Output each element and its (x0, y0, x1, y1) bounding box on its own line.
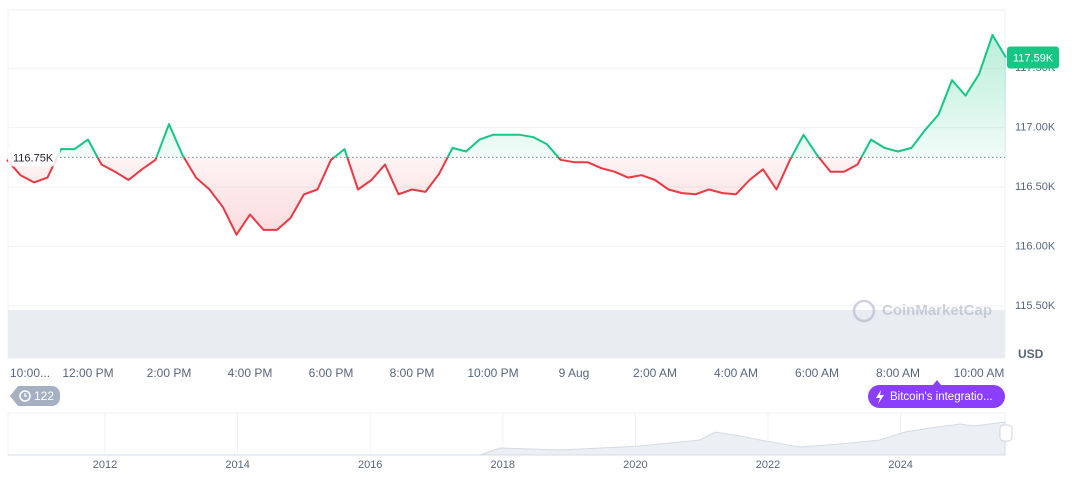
x-tick-label: 10:00 PM (467, 366, 518, 380)
y-unit: USD (1018, 347, 1044, 361)
navigator-label: 2014 (225, 459, 249, 471)
plot: 116.75K 117.59K (6, 34, 1059, 236)
navigator-label: 2020 (623, 459, 647, 471)
baseline-label: 116.75K (13, 152, 54, 164)
x-tick-label: 10:00 AM (954, 366, 1005, 380)
y-tick-label: 115.50K (1015, 300, 1056, 312)
event-pill (868, 385, 1005, 408)
bolt-icon (876, 390, 884, 404)
alerts-count: 122 (34, 389, 54, 403)
price-line (6, 34, 1007, 236)
navigator-label: 2016 (358, 459, 382, 471)
event-badge[interactable]: Bitcoin's integratio... (868, 380, 1005, 408)
x-tick-label: 9 Aug (559, 366, 590, 380)
watermark: CoinMarketCap (852, 299, 992, 323)
navigator: 2012 2014 2016 2018 2020 2022 2024 (93, 413, 913, 471)
x-tick-label: 4:00 PM (228, 366, 273, 380)
x-tick-label: 10:00... (10, 366, 50, 380)
last-price-label: 117.59K (1013, 52, 1054, 64)
x-tick-label: 2:00 PM (147, 366, 192, 380)
x-tick-label: 6:00 AM (795, 366, 839, 380)
navigator-label: 2022 (756, 459, 780, 471)
x-tick-label: 8:00 PM (390, 366, 435, 380)
clock-icon (19, 390, 31, 402)
volume-band (8, 310, 1005, 358)
navigator-handle[interactable] (999, 424, 1013, 442)
x-tick-label: 6:00 PM (309, 366, 354, 380)
x-tick-label: 8:00 AM (876, 366, 920, 380)
y-tick-label: 117.00K (1015, 122, 1056, 134)
y-tick-label: 116.50K (1015, 181, 1056, 193)
navigator-label: 2012 (93, 459, 117, 471)
x-axis: 10:00... 12:00 PM 2:00 PM 4:00 PM 6:00 PM 8:0… (10, 366, 1004, 380)
navigator-area (8, 421, 1006, 456)
event-label: Bitcoin's integratio... (890, 391, 993, 403)
y-tick-label: 116.00K (1015, 240, 1056, 252)
x-tick-label: 2:00 AM (633, 366, 677, 380)
alerts-badge[interactable]: 122 (10, 386, 60, 406)
last-price-badge (1007, 46, 1059, 69)
navigator-label: 2018 (491, 459, 515, 471)
navigator-label: 2024 (888, 459, 912, 471)
x-tick-label: 4:00 AM (714, 366, 758, 380)
baseline-badge (8, 148, 60, 167)
x-tick-label: 12:00 PM (62, 366, 113, 380)
watermark-text: CoinMarketCap (882, 302, 992, 319)
